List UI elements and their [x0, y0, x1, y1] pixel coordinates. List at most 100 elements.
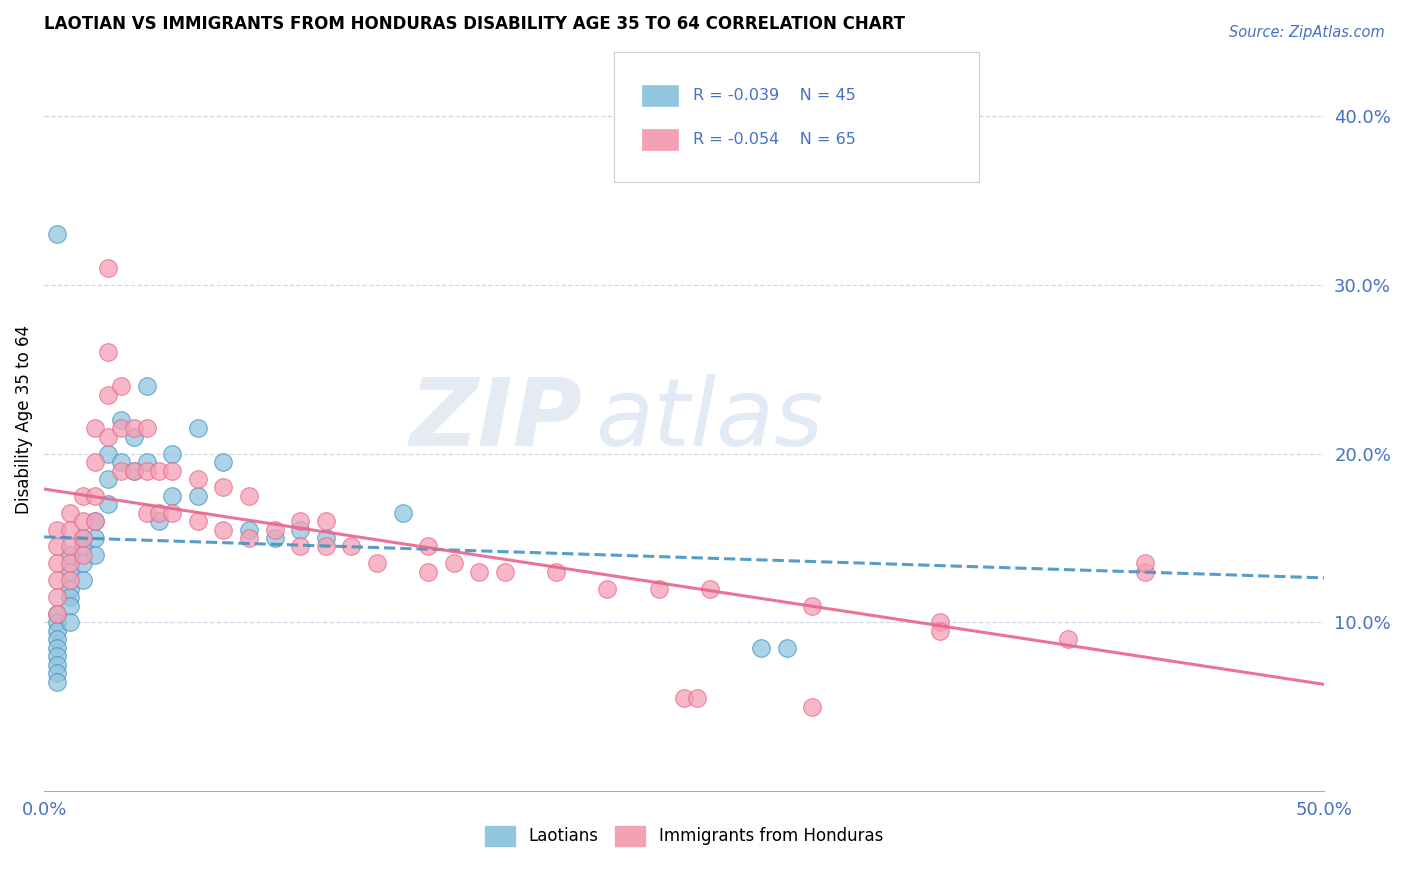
Point — [212, 480, 235, 494]
Point — [72, 540, 94, 554]
Point — [749, 640, 772, 655]
Point — [110, 379, 132, 393]
Point — [84, 531, 107, 545]
Point — [45, 615, 67, 630]
Point — [288, 523, 311, 537]
Point — [59, 548, 82, 562]
Point — [72, 489, 94, 503]
Point — [238, 489, 260, 503]
Point — [135, 463, 157, 477]
Text: ZIP: ZIP — [409, 374, 582, 466]
Point — [187, 489, 209, 503]
Text: Source: ZipAtlas.com: Source: ZipAtlas.com — [1229, 25, 1385, 40]
Point — [72, 573, 94, 587]
Point — [45, 540, 67, 554]
Point — [110, 455, 132, 469]
Point — [72, 514, 94, 528]
Point — [148, 463, 170, 477]
Point — [59, 599, 82, 613]
Point — [212, 523, 235, 537]
Point — [97, 430, 120, 444]
Point — [801, 699, 824, 714]
Point — [315, 531, 337, 545]
Point — [72, 557, 94, 571]
Point — [135, 379, 157, 393]
FancyBboxPatch shape — [614, 52, 979, 182]
Point — [160, 489, 183, 503]
Point — [494, 565, 516, 579]
Point — [596, 582, 619, 596]
Point — [97, 472, 120, 486]
Point — [45, 632, 67, 647]
Point — [59, 565, 82, 579]
Bar — [643, 129, 678, 150]
Point — [45, 624, 67, 638]
Point — [84, 455, 107, 469]
Point — [443, 557, 465, 571]
Point — [59, 582, 82, 596]
Point — [122, 463, 145, 477]
Point — [59, 557, 82, 571]
Legend: Laotians, Immigrants from Honduras: Laotians, Immigrants from Honduras — [485, 826, 883, 847]
Point — [212, 455, 235, 469]
Point — [187, 514, 209, 528]
Y-axis label: Disability Age 35 to 64: Disability Age 35 to 64 — [15, 326, 32, 515]
Point — [1133, 565, 1156, 579]
Point — [45, 640, 67, 655]
Point — [929, 624, 952, 638]
Point — [160, 463, 183, 477]
Point — [288, 540, 311, 554]
Point — [59, 506, 82, 520]
Point — [84, 489, 107, 503]
Point — [1133, 557, 1156, 571]
Point — [110, 421, 132, 435]
Point — [45, 607, 67, 621]
Point — [72, 531, 94, 545]
Point — [45, 666, 67, 681]
Point — [288, 514, 311, 528]
Point — [84, 548, 107, 562]
Point — [45, 649, 67, 664]
Point — [135, 506, 157, 520]
Point — [84, 514, 107, 528]
Point — [84, 421, 107, 435]
Point — [97, 260, 120, 275]
Point — [418, 565, 440, 579]
Point — [135, 421, 157, 435]
Point — [776, 640, 799, 655]
Point — [263, 523, 285, 537]
Point — [59, 590, 82, 604]
Point — [263, 531, 285, 545]
Point — [45, 607, 67, 621]
Point — [97, 387, 120, 401]
Point — [45, 573, 67, 587]
Point — [238, 523, 260, 537]
Point — [122, 421, 145, 435]
Point — [110, 413, 132, 427]
Point — [468, 565, 491, 579]
Point — [97, 447, 120, 461]
Point — [187, 472, 209, 486]
Point — [45, 523, 67, 537]
Point — [72, 531, 94, 545]
Text: R = -0.054    N = 65: R = -0.054 N = 65 — [693, 132, 856, 147]
Point — [340, 540, 363, 554]
Point — [686, 691, 709, 706]
Text: LAOTIAN VS IMMIGRANTS FROM HONDURAS DISABILITY AGE 35 TO 64 CORRELATION CHART: LAOTIAN VS IMMIGRANTS FROM HONDURAS DISA… — [44, 15, 905, 33]
Point — [45, 590, 67, 604]
Point — [366, 557, 388, 571]
Point — [929, 615, 952, 630]
Point — [315, 514, 337, 528]
Point — [122, 463, 145, 477]
Point — [673, 691, 696, 706]
Text: atlas: atlas — [595, 375, 823, 466]
Point — [315, 540, 337, 554]
Point — [59, 573, 82, 587]
Point — [45, 657, 67, 672]
Point — [148, 506, 170, 520]
Point — [647, 582, 669, 596]
Point — [148, 514, 170, 528]
Point — [45, 674, 67, 689]
Point — [84, 514, 107, 528]
Point — [418, 540, 440, 554]
